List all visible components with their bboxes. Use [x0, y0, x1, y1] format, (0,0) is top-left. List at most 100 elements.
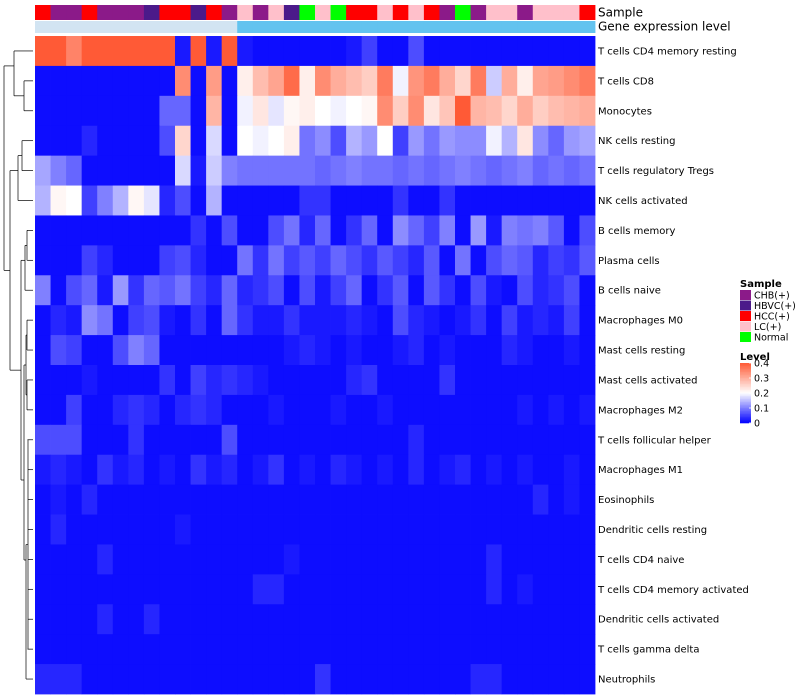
heatmap-cell: [112, 185, 129, 216]
heatmap-cell: [112, 305, 129, 336]
heatmap-cell: [548, 155, 565, 186]
heatmap-cell: [81, 155, 98, 186]
heatmap-cell: [159, 424, 176, 456]
heatmap-cell: [470, 65, 487, 97]
heatmap-cell: [330, 424, 347, 456]
heatmap-cell: [97, 365, 114, 396]
heatmap-cell: [35, 305, 51, 336]
heatmap-cell: [346, 125, 363, 157]
gene-level-track-cell: [112, 21, 129, 33]
heatmap-cell: [112, 394, 129, 426]
heatmap-cell: [486, 484, 503, 515]
heatmap-cell: [221, 36, 238, 67]
heatmap-cell: [486, 125, 503, 157]
heatmap-cell: [346, 664, 363, 695]
heatmap-cell: [361, 604, 378, 635]
heatmap-cell: [206, 454, 223, 486]
heatmap-cell: [548, 484, 565, 515]
heatmap-cell: [439, 215, 456, 246]
sample-track-cell: [81, 5, 98, 20]
heatmap-cell: [143, 454, 160, 486]
heatmap-cell: [159, 664, 176, 695]
heatmap-cell: [112, 634, 129, 665]
heatmap-cell: [97, 394, 114, 426]
heatmap-cell: [112, 335, 129, 366]
heatmap-cell: [315, 275, 331, 306]
heatmap-cell: [190, 514, 207, 545]
heatmap-cell: [330, 275, 347, 306]
heatmap-cell: [190, 65, 207, 97]
sample-track-cell: [190, 5, 207, 20]
gene-level-track-cell: [299, 21, 316, 33]
heatmap-cell: [81, 275, 98, 306]
heatmap-cell: [81, 305, 98, 336]
heatmap-cell: [159, 36, 176, 67]
heatmap-cell: [377, 664, 394, 695]
heatmap-cell: [190, 424, 207, 456]
heatmap-cell: [190, 125, 207, 157]
heatmap-cell: [283, 454, 300, 486]
heatmap-cell: [455, 394, 471, 426]
heatmap-cell: [501, 484, 518, 515]
level-legend-gradient-step: [740, 414, 751, 416]
heatmap-cell: [548, 215, 565, 246]
heatmap-cell: [501, 604, 518, 635]
heatmap-cell: [143, 65, 160, 97]
heatmap-cell: [159, 305, 176, 336]
heatmap-cell: [190, 305, 207, 336]
gene-level-track-cell: [252, 21, 269, 33]
heatmap-cell: [221, 664, 238, 695]
heatmap-cell: [190, 544, 207, 575]
heatmap-cell: [346, 574, 363, 605]
heatmap-cell: [315, 514, 331, 545]
heatmap-cell: [423, 634, 440, 665]
row-label: Mast cells activated: [598, 375, 697, 386]
heatmap-cell: [252, 215, 269, 246]
heatmap-cell: [252, 245, 269, 276]
heatmap-cell: [361, 275, 378, 306]
heatmap-cell: [346, 275, 363, 306]
heatmap-cell: [268, 514, 285, 545]
heatmap-cell: [361, 305, 378, 336]
heatmap-cell: [237, 454, 254, 486]
heatmap-cell: [563, 634, 580, 665]
heatmap-cell: [439, 514, 456, 545]
heatmap-cell: [470, 514, 487, 545]
heatmap-cell: [408, 155, 425, 186]
heatmap-cell: [315, 454, 331, 486]
sample-legend-title: Sample: [740, 279, 782, 290]
sample-track-cell: [470, 5, 487, 20]
gene-level-track-cell: [66, 21, 83, 33]
heatmap-cell: [97, 185, 114, 216]
heatmap-cell: [206, 484, 223, 515]
level-legend-gradient-step: [740, 405, 751, 407]
heatmap-cell: [486, 394, 503, 426]
heatmap-cell: [470, 365, 487, 396]
heatmap-cell: [423, 215, 440, 246]
heatmap-cell: [190, 574, 207, 605]
heatmap-cell: [190, 634, 207, 665]
heatmap-cell: [408, 36, 425, 67]
level-legend-tick-label: 0.1: [754, 403, 769, 414]
heatmap-cell: [548, 604, 565, 635]
row-label: Neutrophils: [598, 675, 655, 686]
heatmap-cell: [330, 215, 347, 246]
gene-level-track-cell: [470, 21, 487, 33]
heatmap-cell: [517, 155, 534, 186]
heatmap-cell: [579, 125, 596, 157]
gene-level-track-cell: [237, 21, 254, 33]
heatmap-cell: [143, 185, 160, 216]
gene-level-track-cell: [35, 21, 51, 33]
heatmap-cell: [439, 604, 456, 635]
heatmap-cell: [455, 185, 471, 216]
heatmap-cell: [299, 454, 316, 486]
heatmap-cell: [408, 95, 425, 127]
heatmap-cell: [455, 65, 471, 97]
heatmap-cell: [423, 155, 440, 186]
heatmap-cell: [486, 604, 503, 635]
heatmap-cell: [408, 574, 425, 605]
heatmap-cell: [517, 125, 534, 157]
heatmap-cell: [408, 634, 425, 665]
level-legend-gradient-step: [740, 403, 751, 406]
sample-track-cell: [128, 5, 145, 20]
